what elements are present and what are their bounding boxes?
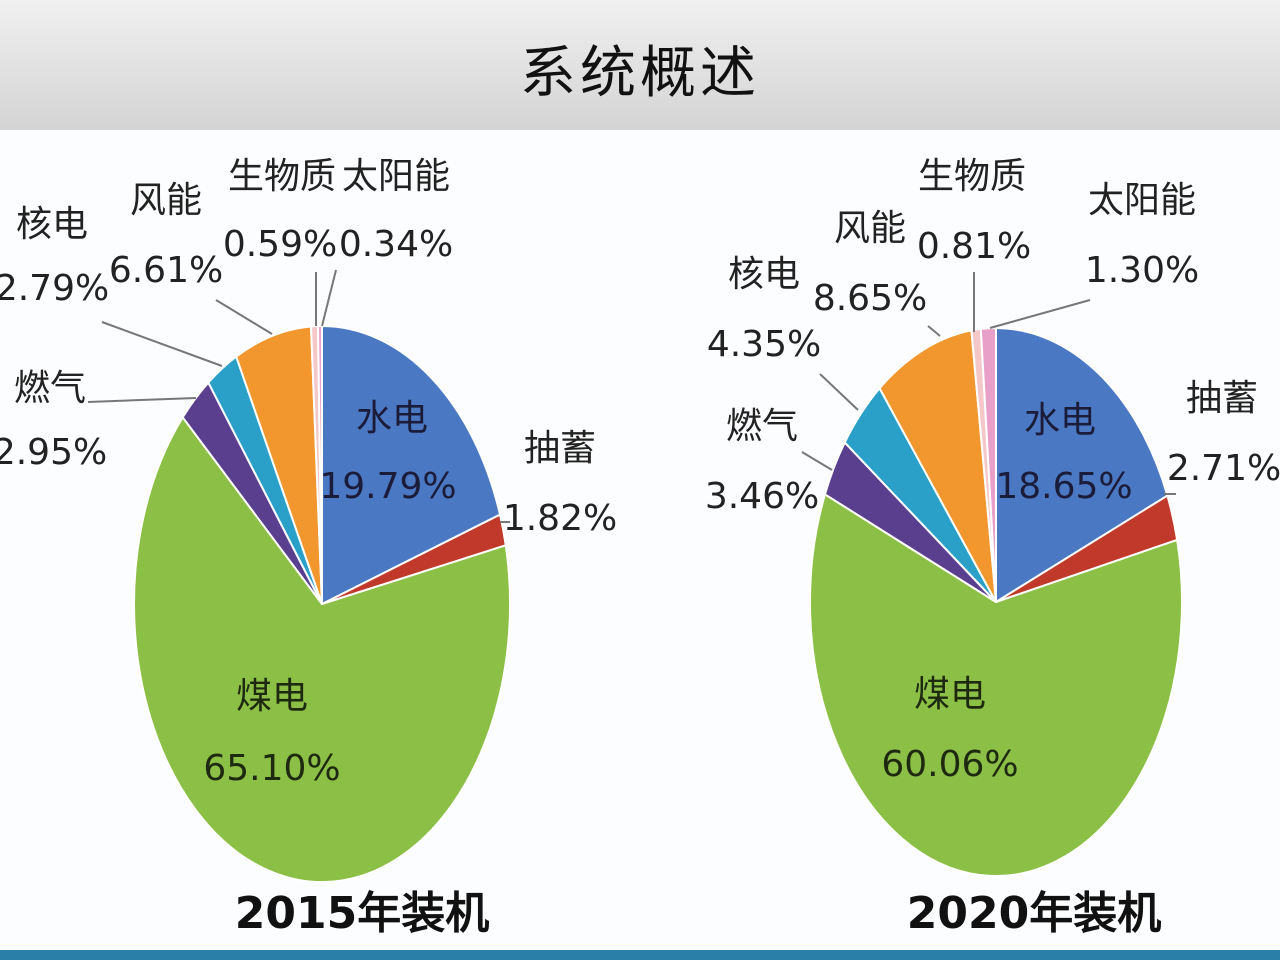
- slice-name-solar: 太阳能: [342, 156, 450, 197]
- slice-name-nuclear: 核电: [728, 254, 800, 295]
- slice-value-hydro: 18.65%: [995, 466, 1132, 507]
- slice-value-pumped-storage: 2.71%: [1167, 448, 1280, 489]
- slice-value-coal: 60.06%: [881, 744, 1018, 785]
- slice-value-wind: 8.65%: [813, 278, 927, 319]
- pie-1: 水电 19.79% 抽蓄 1.82% 煤电 65.10% 燃气 2.95% 核电 2.79% 风能 6…: [0, 156, 617, 939]
- slice-value-wind: 6.61%: [109, 250, 223, 291]
- pie-slice-hydro: [995, 326, 1169, 604]
- slice-value-pumped-storage: 1.82%: [503, 498, 617, 539]
- slice-value-coal: 65.10%: [203, 748, 340, 789]
- pie-slice-solar: [316, 324, 323, 605]
- leader-line-gas: [87, 397, 197, 403]
- slice-value-biomass: 0.59%: [223, 224, 337, 265]
- slice-name-wind: 风能: [130, 180, 202, 221]
- slice-name-coal: 煤电: [236, 676, 308, 717]
- leader-line-solar: [321, 269, 337, 327]
- slice-value-nuclear: 4.35%: [707, 324, 821, 365]
- slice-name-biomass: 生物质: [918, 156, 1026, 197]
- slice-name-coal: 煤电: [914, 674, 986, 715]
- slice-name-pumped-storage: 抽蓄: [524, 428, 596, 469]
- chart-caption: 2020年装机: [907, 888, 1161, 939]
- slice-value-solar: 0.34%: [339, 224, 453, 265]
- slice-name-hydro: 水电: [356, 398, 428, 439]
- slice-value-biomass: 0.81%: [917, 226, 1031, 267]
- slice-name-gas: 燃气: [14, 368, 86, 409]
- slice-value-gas: 2.95%: [0, 432, 107, 473]
- title-bar: 系统概述: [0, 0, 1280, 130]
- page-title: 系统概述: [520, 41, 760, 106]
- leader-line-nuclear: [819, 373, 859, 411]
- slice-value-nuclear: 2.79%: [0, 268, 109, 309]
- leader-line-nuclear: [101, 321, 223, 367]
- slice-name-wind: 风能: [834, 208, 906, 249]
- slice-value-gas: 3.46%: [705, 476, 819, 517]
- slice-name-biomass: 生物质: [228, 156, 336, 197]
- chart-caption: 2015年装机: [235, 888, 489, 939]
- slice-name-gas: 燃气: [726, 406, 798, 447]
- slice-value-hydro: 19.79%: [319, 466, 456, 507]
- pie-slice-wind: [235, 325, 323, 605]
- leader-line-solar: [989, 299, 1091, 329]
- slice-name-pumped-storage: 抽蓄: [1186, 378, 1258, 419]
- slice-name-hydro: 水电: [1024, 400, 1096, 441]
- slice-name-nuclear: 核电: [16, 204, 88, 245]
- leader-line-wind: [927, 325, 941, 337]
- pie-slice-coal: [809, 492, 1183, 877]
- pie-2: 水电 18.65% 抽蓄 2.71% 煤电 60.06% 燃气 3.46% 核电 4.35% 风能 8…: [705, 156, 1280, 939]
- pie-slice-hydro: [321, 324, 502, 606]
- pie-slice-solar: [979, 326, 997, 603]
- leader-line-gas: [801, 451, 833, 471]
- bottom-rule: [0, 950, 1280, 960]
- pie-slice-wind: [878, 329, 997, 603]
- leader-line-wind: [215, 299, 273, 335]
- pie-slice-coal: [133, 415, 511, 883]
- slice-name-solar: 太阳能: [1088, 180, 1196, 221]
- slice-value-solar: 1.30%: [1085, 250, 1199, 291]
